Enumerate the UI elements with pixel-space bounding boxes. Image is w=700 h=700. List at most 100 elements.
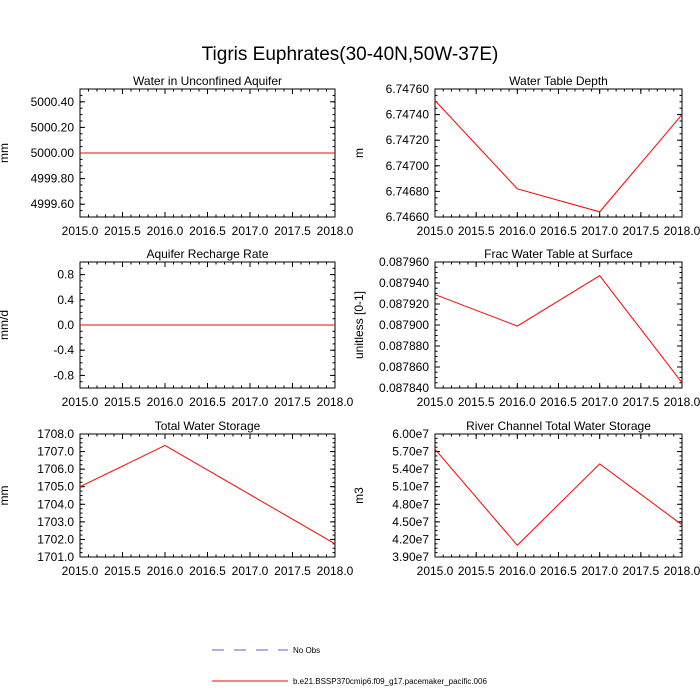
x-tick-label: 2018.0	[317, 564, 354, 578]
x-tick-label: 2017.0	[232, 224, 269, 238]
y-tick-label: 0.087900	[379, 318, 429, 332]
x-tick-label: 2018.0	[317, 395, 354, 409]
x-tick-label: 2017.0	[581, 395, 618, 409]
x-tick-label: 2016.5	[189, 395, 226, 409]
figure-title: Tigris Euphrates(30-40N,50W-37E)	[202, 44, 499, 65]
x-tick-label: 2017.5	[622, 564, 659, 578]
series-line-frac-water-table-at-surface	[434, 274, 683, 384]
panel-title: Frac Water Table at Surface	[484, 247, 633, 261]
y-tick-label: 1705.0	[37, 480, 74, 494]
y-tick-label: 1702.0	[37, 532, 74, 546]
x-tick-label: 2016.5	[189, 224, 226, 238]
y-tick-label: 3.90e7	[392, 550, 429, 564]
y-tick-label: 6.74700	[386, 159, 430, 173]
y-axis-label: mm	[0, 486, 11, 506]
y-tick-label: 1708.0	[37, 427, 74, 441]
panel-title: Aquifer Recharge Rate	[146, 247, 268, 261]
y-tick-label: 5000.40	[31, 95, 75, 109]
x-tick-label: 2015.5	[458, 224, 495, 238]
x-tick-label: 2015.0	[417, 395, 454, 409]
x-tick-label: 2017.0	[232, 564, 269, 578]
x-tick-label: 2018.0	[664, 224, 700, 238]
x-tick-label: 2016.5	[540, 224, 577, 238]
x-tick-label: 2015.5	[104, 564, 141, 578]
y-tick-label: 0.0	[57, 318, 74, 332]
y-axis-label: m3	[352, 487, 366, 504]
x-tick-label: 2017.5	[274, 224, 311, 238]
plot-frame	[434, 433, 683, 558]
x-tick-label: 2018.0	[664, 395, 700, 409]
y-tick-label: 6.74660	[386, 210, 430, 224]
x-tick-label: 2016.0	[147, 395, 184, 409]
panel-total-water-storage: Total Water Storage mm 2015.0 2015.5 2016.0 2…	[0, 419, 354, 578]
x-tick-label: 2016.0	[499, 564, 536, 578]
x-tick-label: 2017.0	[581, 564, 618, 578]
y-tick-label: 6.74740	[386, 108, 430, 122]
legend-label-model-run: b.e21.BSSP370cmip6.f09_g17.pacemaker_pac…	[293, 677, 487, 686]
y-axis-label: unitless [0-1]	[352, 291, 366, 359]
y-tick-label: 6.74720	[386, 133, 430, 147]
plot-frame	[434, 88, 683, 218]
y-tick-label: 5.40e7	[392, 462, 429, 476]
x-tick-label: 2016.5	[540, 395, 577, 409]
y-tick-label: 0.087920	[379, 297, 429, 311]
y-tick-label: 5000.20	[31, 120, 75, 134]
x-tick-label: 2015.0	[417, 224, 454, 238]
panel-water-table-depth: Water Table Depth m 2015.0 2015.5 2016.0 2016…	[352, 74, 700, 238]
y-tick-label: 4.80e7	[392, 497, 429, 511]
x-tick-label: 2018.0	[317, 224, 354, 238]
x-tick-label: 2016.0	[499, 395, 536, 409]
y-axis-label: m	[352, 148, 366, 158]
x-tick-label: 2015.0	[62, 224, 99, 238]
panel-water-in-unconfined-aquifer: Water in Unconfined Aquifer mm 2015.0 2015.…	[0, 74, 354, 238]
x-tick-label: 2016.0	[499, 224, 536, 238]
x-tick-label: 2017.5	[622, 395, 659, 409]
plot-frame	[79, 433, 336, 558]
y-tick-label: 4999.80	[31, 172, 75, 186]
y-tick-label: 0.087940	[379, 276, 429, 290]
y-tick-label: 6.00e7	[392, 427, 429, 441]
x-tick-label: 2016.0	[147, 564, 184, 578]
y-tick-label: 1707.0	[37, 445, 74, 459]
x-tick-label: 2017.5	[274, 395, 311, 409]
x-tick-label: 2016.5	[189, 564, 226, 578]
panel-river-channel-total-water-storage: River Channel Total Water Storage m3 2015.…	[352, 419, 700, 578]
y-tick-label: 4.50e7	[392, 515, 429, 529]
y-tick-label: 0.087960	[379, 255, 429, 269]
x-tick-label: 2017.5	[622, 224, 659, 238]
y-tick-label: 0.087860	[379, 360, 429, 374]
series-line-river-channel-total-water-storage	[434, 448, 683, 547]
x-tick-label: 2015.5	[104, 395, 141, 409]
legend-label-no-obs: No Obs	[293, 646, 320, 655]
y-tick-label: 1701.0	[37, 550, 74, 564]
panel-aquifer-recharge-rate: Aquifer Recharge Rate mm/d 2015.0 2015.5 201…	[0, 247, 354, 409]
y-tick-label: -0.8	[53, 368, 74, 382]
series-line-water-table-depth	[434, 100, 683, 213]
x-tick-label: 2017.0	[232, 395, 269, 409]
y-tick-label: 0.087840	[379, 381, 429, 395]
y-axis-label: mm	[0, 143, 11, 163]
panel-title: Water Table Depth	[509, 74, 608, 88]
y-tick-label: 1703.0	[37, 515, 74, 529]
panel-title: River Channel Total Water Storage	[466, 419, 651, 433]
y-axis-label: mm/d	[0, 310, 11, 340]
y-tick-label: 0.087880	[379, 339, 429, 353]
legend: No Obs b.e21.BSSP370cmip6.f09_g17.pacema…	[212, 646, 487, 686]
x-tick-label: 2016.5	[540, 564, 577, 578]
x-tick-label: 2017.0	[581, 224, 618, 238]
panel-frac-water-table-at-surface: Frac Water Table at Surface unitless [0-1…	[352, 247, 700, 409]
x-tick-label: 2018.0	[664, 564, 700, 578]
y-tick-label: 4999.60	[31, 197, 75, 211]
x-tick-label: 2015.5	[104, 224, 141, 238]
y-tick-label: 6.74680	[386, 184, 430, 198]
y-tick-label: 4.20e7	[392, 532, 429, 546]
x-tick-label: 2015.0	[62, 395, 99, 409]
x-tick-label: 2015.5	[458, 395, 495, 409]
y-tick-label: 5.70e7	[392, 445, 429, 459]
x-tick-label: 2015.0	[62, 564, 99, 578]
x-tick-label: 2015.0	[417, 564, 454, 578]
y-tick-label: 5000.00	[31, 146, 75, 160]
y-tick-label: 1706.0	[37, 462, 74, 476]
y-tick-label: 5.10e7	[392, 480, 429, 494]
